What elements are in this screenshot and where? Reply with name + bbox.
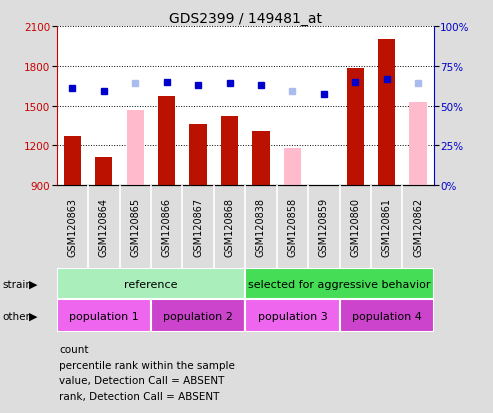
- Bar: [189, 125, 207, 186]
- Bar: [245, 299, 340, 332]
- Text: value, Detection Call = ABSENT: value, Detection Call = ABSENT: [59, 375, 224, 385]
- Bar: [57, 299, 151, 332]
- Text: GSM120866: GSM120866: [162, 198, 172, 256]
- Text: GSM120838: GSM120838: [256, 198, 266, 256]
- Text: GSM120867: GSM120867: [193, 198, 203, 256]
- Text: GSM120868: GSM120868: [224, 198, 235, 256]
- Text: population 3: population 3: [257, 311, 327, 321]
- Bar: [252, 131, 270, 186]
- Bar: [95, 158, 112, 186]
- Text: GSM120865: GSM120865: [130, 198, 141, 256]
- Text: ▶: ▶: [29, 279, 37, 289]
- Text: strain: strain: [2, 279, 33, 289]
- Bar: [245, 268, 434, 299]
- Bar: [221, 117, 238, 186]
- Bar: [410, 102, 427, 186]
- Bar: [127, 110, 144, 186]
- Text: count: count: [59, 344, 89, 354]
- Title: GDS2399 / 149481_at: GDS2399 / 149481_at: [169, 12, 322, 26]
- Bar: [347, 69, 364, 186]
- Text: GSM120858: GSM120858: [287, 198, 297, 256]
- Bar: [340, 299, 434, 332]
- Text: GSM120860: GSM120860: [350, 198, 360, 256]
- Bar: [284, 149, 301, 186]
- Text: GSM120863: GSM120863: [68, 198, 77, 256]
- Bar: [57, 268, 245, 299]
- Text: selected for aggressive behavior: selected for aggressive behavior: [248, 279, 431, 289]
- Text: population 1: population 1: [69, 311, 139, 321]
- Text: GSM120862: GSM120862: [413, 198, 423, 256]
- Bar: [64, 137, 81, 186]
- Text: population 4: population 4: [352, 311, 422, 321]
- Text: GSM120859: GSM120859: [319, 198, 329, 256]
- Text: GSM120864: GSM120864: [99, 198, 109, 256]
- Text: ▶: ▶: [29, 311, 37, 321]
- Text: other: other: [2, 311, 31, 321]
- Text: percentile rank within the sample: percentile rank within the sample: [59, 360, 235, 370]
- Text: GSM120861: GSM120861: [382, 198, 392, 256]
- Bar: [315, 186, 332, 190]
- Bar: [151, 299, 245, 332]
- Bar: [378, 40, 395, 186]
- Bar: [158, 97, 176, 186]
- Text: reference: reference: [124, 279, 178, 289]
- Text: population 2: population 2: [163, 311, 233, 321]
- Text: rank, Detection Call = ABSENT: rank, Detection Call = ABSENT: [59, 391, 219, 401]
